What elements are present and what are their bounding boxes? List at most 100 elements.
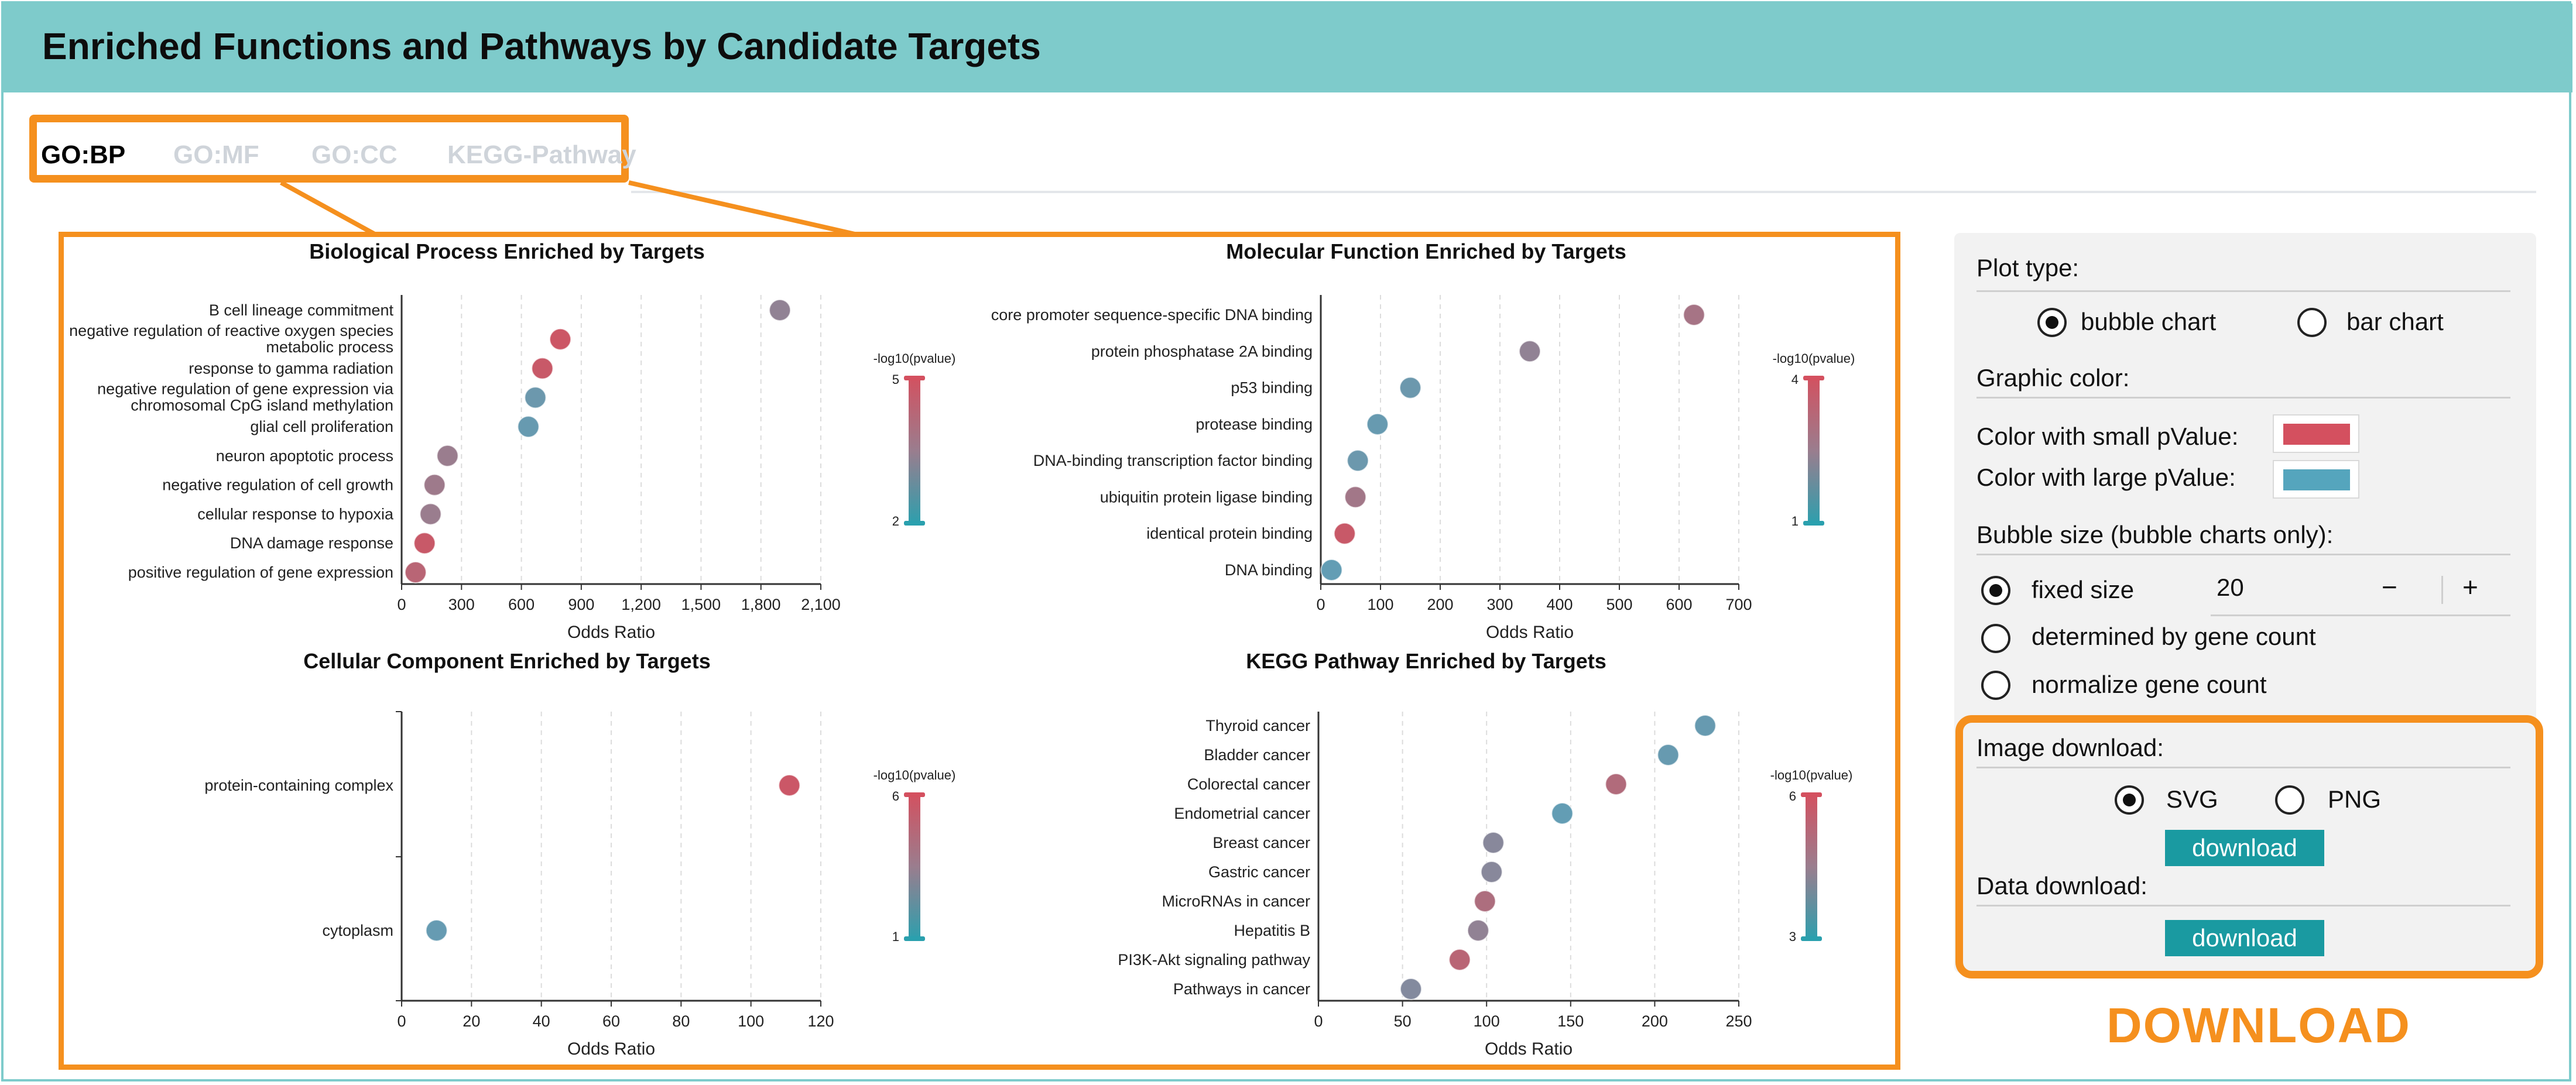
y-category-label: ubiquitin protein ligase binding xyxy=(1100,488,1313,506)
x-tick-label: 200 xyxy=(1642,1012,1668,1030)
plot-type-label: Plot type: xyxy=(1976,254,2080,281)
chart-cellular-component: Cellular Component Enriched by Targets 0 2… xyxy=(204,651,956,1059)
increment-button[interactable]: + xyxy=(2462,572,2478,602)
small-pvalue-color-picker[interactable] xyxy=(2273,414,2359,453)
data-bubble xyxy=(1320,559,1343,581)
colorbar-cap-bottom xyxy=(904,936,925,941)
y-category-label: Breast cancer xyxy=(1212,834,1310,851)
x-tick-label: 40 xyxy=(533,1012,550,1030)
radio-svg[interactable] xyxy=(2115,785,2144,815)
y-category-label-line: neuron apoptotic process xyxy=(216,447,393,465)
y-category-label: cytoplasm xyxy=(322,922,393,939)
image-download-button[interactable]: download xyxy=(2165,830,2324,866)
y-category-label: DNA-binding transcription factor binding xyxy=(1033,452,1313,469)
large-pvalue-label: Color with large pValue: xyxy=(1976,463,2236,491)
y-category-label: MicroRNAs in cancer xyxy=(1162,892,1310,910)
colorbar-cap-top xyxy=(904,792,925,797)
gene-count-label: determined by gene count xyxy=(2032,623,2316,650)
colorbar-min-label: 1 xyxy=(892,929,899,944)
y-category-label-line: Breast cancer xyxy=(1212,834,1310,851)
colorbar-cap-bottom xyxy=(904,521,925,526)
callout-connector xyxy=(280,180,855,236)
data-bubble xyxy=(1333,522,1356,545)
data-bubble xyxy=(1482,832,1505,854)
radio-gene-count[interactable] xyxy=(1981,624,2010,653)
fixed-size-input[interactable]: 20 xyxy=(2217,574,2244,601)
chart-kegg-pathway: KEGG Pathway Enriched by Targets 0 50 100 15… xyxy=(1118,651,1852,1059)
data-bubble xyxy=(1519,340,1541,363)
x-tick-label: 1,200 xyxy=(621,596,661,613)
y-category-label: B cell lineage commitment xyxy=(209,301,394,319)
chart-title: Molecular Function Enriched by Targets xyxy=(1226,239,1626,263)
x-tick-label: 2,100 xyxy=(801,596,841,613)
x-tick-label: 0 xyxy=(397,1012,406,1030)
y-category-label-line: negative regulation of gene expression v… xyxy=(97,380,394,397)
x-tick-label: 150 xyxy=(1557,1012,1584,1030)
normalize-gene-count-label: normalize gene count xyxy=(2032,671,2267,698)
x-tick-label: 50 xyxy=(1394,1012,1412,1030)
data-bubble xyxy=(1694,715,1717,737)
y-category-label: positive regulation of gene expression xyxy=(128,564,393,581)
chart-molecular-function: Molecular Function Enriched by Targets 0 1… xyxy=(991,239,1855,642)
radio-bubble-chart[interactable] xyxy=(2037,308,2067,337)
colorbar-min-label: 3 xyxy=(1789,929,1796,944)
large-pvalue-color-picker[interactable] xyxy=(2273,460,2359,499)
colorbar-cap-bottom xyxy=(1801,936,1822,941)
data-bubble xyxy=(1344,486,1367,509)
data-bubble xyxy=(423,473,446,496)
colorbar xyxy=(1808,376,1820,526)
y-category-label-line: p53 binding xyxy=(1231,379,1313,397)
radio-png[interactable] xyxy=(2275,785,2304,815)
data-bubble xyxy=(524,386,547,409)
y-category-label: protein phosphatase 2A binding xyxy=(1091,342,1313,360)
download-caption: DOWNLOAD xyxy=(2106,998,2411,1053)
y-category-label-line: ubiquitin protein ligase binding xyxy=(1100,488,1313,506)
radio-fixed-size[interactable] xyxy=(1981,576,2010,605)
data-bubble xyxy=(1605,773,1628,795)
y-category-label: Bladder cancer xyxy=(1204,746,1310,764)
data-download-button[interactable]: download xyxy=(2165,920,2324,956)
page-header: Enriched Functions and Pathways by Candi… xyxy=(4,4,2572,92)
tab-go-cc[interactable]: GO:CC xyxy=(311,140,398,169)
y-category-label-line: DNA damage response xyxy=(230,534,393,552)
y-category-label: negative regulation of reactive oxygen s… xyxy=(69,322,393,356)
decrement-button[interactable]: − xyxy=(2382,572,2397,602)
x-axis-label: Odds Ratio xyxy=(1485,1039,1573,1059)
y-category-label-line: chromosomal CpG island methylation xyxy=(131,396,393,414)
y-category-label-line: cytoplasm xyxy=(322,922,393,939)
y-category-label: Gastric cancer xyxy=(1208,863,1310,881)
y-category-label-line: Endometrial cancer xyxy=(1174,805,1310,822)
x-tick-label: 600 xyxy=(508,596,535,613)
colorbar xyxy=(909,792,920,941)
large-pvalue-swatch xyxy=(2283,469,2350,490)
y-category-label: glial cell proliferation xyxy=(250,418,393,435)
stepper-divider xyxy=(2441,576,2443,604)
x-tick-label: 200 xyxy=(1427,596,1453,613)
radio-normalize-gene-count[interactable] xyxy=(1981,671,2010,700)
data-bubble xyxy=(769,299,792,321)
y-category-label: core promoter sequence-specific DNA bind… xyxy=(991,306,1313,324)
colorbar xyxy=(1806,792,1817,941)
data-bubble xyxy=(1399,978,1422,1000)
y-category-label-line: B cell lineage commitment xyxy=(209,301,394,319)
tab-go-bp[interactable]: GO:BP xyxy=(41,140,126,169)
y-category-label-line: protease binding xyxy=(1195,416,1313,433)
data-bubble xyxy=(1657,744,1680,766)
y-category-label-line: negative regulation of reactive oxygen s… xyxy=(69,322,393,339)
x-tick-label: 500 xyxy=(1606,596,1632,613)
x-tick-label: 100 xyxy=(1474,1012,1500,1030)
y-category-label: p53 binding xyxy=(1231,379,1313,397)
colorbar-title: -log10(pvalue) xyxy=(873,768,956,782)
radio-bar-chart[interactable] xyxy=(2297,308,2327,337)
x-tick-label: 400 xyxy=(1546,596,1573,613)
y-category-label: Colorectal cancer xyxy=(1187,775,1310,793)
data-bubble xyxy=(1683,304,1705,326)
colorbar-max-label: 5 xyxy=(892,372,899,387)
y-category-label: Thyroid cancer xyxy=(1205,717,1310,734)
colorbar-cap-bottom xyxy=(1803,521,1824,526)
tab-go-mf[interactable]: GO:MF xyxy=(173,140,259,169)
colorbar xyxy=(909,376,920,526)
colorbar-min-label: 1 xyxy=(1791,514,1799,528)
y-category-label-line: cellular response to hypoxia xyxy=(197,505,394,523)
tab-kegg-pathway[interactable]: KEGG-Pathway xyxy=(447,140,636,169)
